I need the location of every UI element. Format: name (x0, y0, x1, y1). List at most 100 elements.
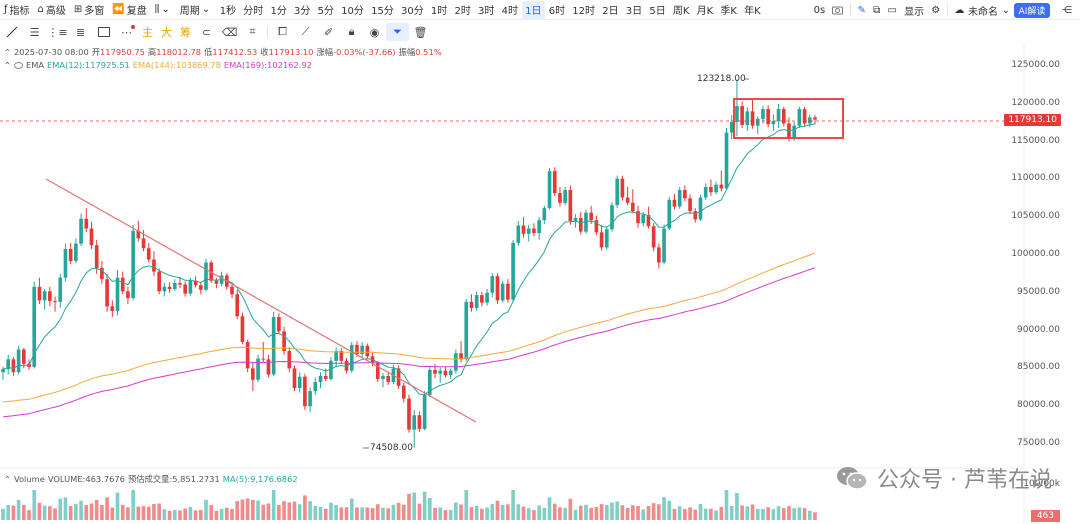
candle-body (542, 208, 547, 221)
filter-icon[interactable]: ⏷ (386, 23, 409, 41)
interval-tab[interactable]: 1日 (521, 0, 546, 19)
interval-tab[interactable]: 2日 (602, 6, 619, 17)
share-icon[interactable]: ⋲ (1062, 4, 1072, 16)
ai-interpret-button[interactable]: AI解读 (1013, 2, 1051, 18)
volume-value: VOLUME:463.7676 (47, 474, 125, 484)
candle-body (344, 360, 349, 371)
interval-tab[interactable]: 12时 (572, 6, 596, 17)
stay-drawing-icon[interactable]: ⌗ (249, 25, 256, 38)
more-tools-icon[interactable]: ⋯ (115, 23, 138, 41)
chart-type-dropdown[interactable]: ⫼ ⌄ (151, 1, 176, 19)
candle-body (27, 363, 31, 367)
consolidation-box-drawing[interactable] (733, 98, 844, 139)
layout-icon[interactable]: ▭ (887, 4, 897, 16)
ruler-icon[interactable]: ⟋ (301, 25, 310, 38)
interval-tab[interactable]: 1分 (270, 6, 287, 17)
interval-tab[interactable]: 3分 (294, 6, 311, 17)
candle-body (683, 189, 687, 199)
chip-label[interactable]: 筹 (180, 26, 191, 39)
candle-body (152, 259, 156, 272)
volume-bar (474, 505, 479, 520)
eye-icon[interactable]: ◉ (369, 25, 380, 39)
candle-body (615, 178, 620, 206)
interval-tab[interactable]: 分时 (243, 6, 264, 17)
eraser-icon[interactable]: ⌫ (221, 25, 238, 39)
lock-icon[interactable]: 🔒︎ (348, 25, 355, 38)
volume-bar (136, 506, 141, 520)
brush-icon[interactable]: ✐ (323, 25, 334, 39)
interval-tab[interactable]: 15分 (371, 6, 394, 17)
toolbar-right: 0s ✎ ⧉ ▭ 显示 ⚙ ☁ 未命名 ⌄ AI解读 ⋲ (810, 0, 1080, 20)
interval-tab[interactable]: 周K (672, 6, 690, 17)
candle-body (459, 353, 463, 360)
interval-tab[interactable]: 季K (720, 6, 737, 17)
main-force-label[interactable]: 主 (142, 26, 153, 39)
volume-bar (329, 502, 333, 520)
volume-bar (360, 507, 364, 520)
interval-tab[interactable]: 6时 (548, 6, 566, 17)
volume-bar (401, 504, 406, 520)
interval-tabs: 1秒 分时 1分 3分 5分 10分 15分 30分 1时 2时 3时 4时 1日 6时 12时 2日 3日 5日… (216, 0, 764, 19)
indicators-button[interactable]: ƒ 指标 (4, 4, 30, 17)
interval-tab[interactable]: 2时 (454, 6, 471, 17)
fib-tool-icon[interactable]: ≣ (75, 25, 86, 39)
interval-tab[interactable]: 3时 (478, 6, 495, 17)
top-toolbar: ƒ 指标 ⌂ 高级 ⊞ 多窗 ⏪ 复盘 ⫼ ⌄ 周期 ⌄ 1秒 分时 1分 3分 5分 1… (0, 0, 1080, 20)
horizontal-lines-tool-icon[interactable]: ☰ (29, 25, 40, 39)
settings-icon[interactable]: ⚙ (931, 4, 941, 16)
magnet-icon[interactable]: ⊂ (201, 25, 212, 39)
camera-icon[interactable] (829, 1, 847, 19)
interval-tab[interactable]: 1秒 (219, 6, 237, 17)
interval-tab[interactable]: 5分 (317, 6, 334, 17)
ema144-line (2, 252, 816, 403)
interval-tab[interactable]: 10分 (341, 6, 364, 17)
big-order-label[interactable]: 大 (161, 26, 172, 39)
candle-body (729, 121, 734, 133)
external-link-icon[interactable]: ⧉ (873, 4, 881, 16)
trash-icon[interactable]: 🗑︎ (413, 25, 428, 39)
interval-tab[interactable]: 5日 (649, 6, 666, 17)
unnamed-layout-label[interactable]: 未命名 (968, 6, 999, 18)
trendline-drawing[interactable] (45, 178, 477, 423)
trendline-tool-icon[interactable] (0, 23, 23, 41)
interval-tab[interactable]: 3日 (625, 6, 643, 17)
candle-body (802, 109, 807, 124)
pencil-icon[interactable]: ✎ (857, 4, 866, 16)
volume-bar (370, 508, 375, 520)
copy-icon[interactable]: ⧠ (278, 25, 287, 38)
rectangle-tool-icon[interactable] (92, 23, 115, 41)
chevron-down-icon[interactable]: ⌄ (1001, 4, 1010, 16)
interval-tab[interactable]: 年K (744, 6, 761, 17)
interval-tab[interactable]: 4时 (501, 6, 518, 17)
legend-collapse-icon[interactable]: ⌃ (4, 474, 11, 484)
candle-body (735, 106, 739, 122)
channel-tool-icon[interactable]: ⋮≡ (47, 25, 68, 39)
interval-tab[interactable]: 月K (696, 6, 714, 17)
candle-body (282, 331, 286, 352)
period-dropdown[interactable]: 周期 ⌄ (179, 4, 211, 17)
volume-bar (146, 506, 151, 520)
candle-body (209, 262, 214, 281)
interval-tab[interactable]: 1时 (430, 6, 448, 17)
candle-body (329, 360, 333, 379)
cloud-icon[interactable]: ☁ (954, 4, 965, 16)
candle-body (500, 283, 505, 301)
advanced-button[interactable]: ⌂ 高级 (37, 4, 66, 17)
candle-body (604, 229, 609, 248)
candle-body (464, 301, 469, 360)
multi-window-button[interactable]: ⊞ 多窗 (73, 4, 105, 17)
replay-button[interactable]: ⏪ 复盘 (112, 4, 147, 17)
legend-collapse-icon[interactable]: ⌃ (4, 60, 11, 70)
volume-bar (6, 504, 11, 520)
visibility-eye-icon[interactable] (13, 61, 23, 69)
volume-bar (178, 510, 182, 520)
candle-body (422, 394, 427, 429)
seconds-label[interactable]: 0s (813, 4, 826, 16)
legend-collapse-icon[interactable]: ⌃ (4, 47, 11, 57)
candle-body (323, 375, 328, 379)
candle-body (146, 248, 151, 260)
interval-tab[interactable]: 30分 (401, 6, 424, 17)
volume-bars-group (1, 490, 817, 520)
display-button[interactable]: 显示 (904, 6, 925, 18)
